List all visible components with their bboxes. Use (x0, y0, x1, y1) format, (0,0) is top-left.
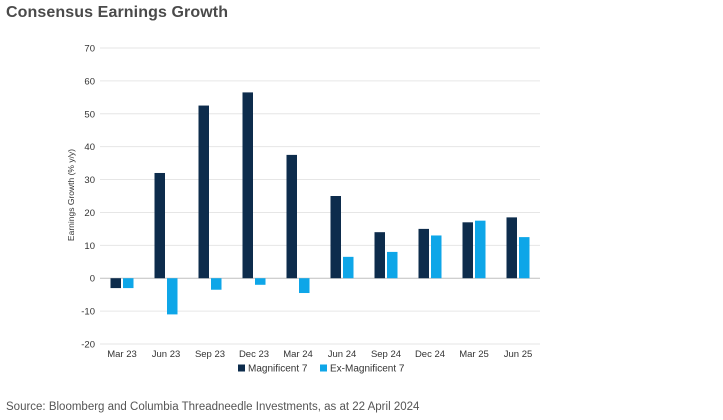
x-category-label: Jun 24 (328, 349, 357, 360)
chart-title: Consensus Earnings Growth (6, 4, 229, 21)
x-category-label: Dec 24 (415, 349, 445, 360)
source-note: Source: Bloomberg and Columbia Threadnee… (6, 401, 420, 413)
bar-ex-magnificent-7 (299, 278, 310, 294)
bar-magnificent-7 (154, 172, 165, 279)
bar-chart: 70 60 50 40 30 20 10 0 -10 -20 Mar 23 Jun 23 Sep 23… (66, 44, 540, 375)
bar-magnificent-7 (330, 196, 341, 279)
y-tick-label: -10 (81, 307, 95, 318)
y-axis-ticks: 70 60 50 40 30 20 10 0 -10 -20 (81, 44, 95, 351)
bar-ex-magnificent-7 (475, 220, 486, 279)
y-tick-label: 20 (84, 208, 95, 219)
y-tick-label: 60 (84, 76, 95, 87)
bar-magnificent-7 (418, 228, 429, 279)
grid-lines (100, 47, 540, 345)
y-tick-label: 0 (90, 274, 95, 285)
y-axis-label: Earnings Growth (% y/y) (66, 149, 76, 241)
x-category-label: Sep 23 (195, 349, 225, 360)
y-tick-label: -20 (81, 340, 95, 351)
legend-swatch (238, 364, 245, 372)
bar-magnificent-7 (506, 217, 517, 279)
x-category-label: Jun 25 (504, 349, 533, 360)
x-category-label: Dec 23 (239, 349, 269, 360)
y-tick-label: 40 (84, 142, 95, 153)
bar-ex-magnificent-7 (431, 235, 442, 279)
bar-magnificent-7 (242, 92, 253, 279)
x-category-label: Sep 24 (371, 349, 401, 360)
bar-ex-magnificent-7 (343, 256, 354, 279)
legend-label: Ex-Magnificent 7 (330, 364, 405, 375)
y-tick-label: 30 (84, 175, 95, 186)
bar-magnificent-7 (110, 278, 121, 289)
x-category-label: Jun 23 (152, 349, 181, 360)
bar-ex-magnificent-7 (519, 237, 530, 279)
bar-magnificent-7 (198, 105, 209, 279)
x-axis-categories: Mar 23 Jun 23 Sep 23 Dec 23 Mar 24 Jun 24 Sep … (107, 349, 532, 360)
bar-ex-magnificent-7 (387, 251, 398, 279)
bar-ex-magnificent-7 (123, 278, 134, 289)
x-category-label: Mar 24 (283, 349, 313, 360)
bar-magnificent-7 (374, 232, 385, 279)
bars (110, 92, 530, 315)
legend: Magnificent 7 Ex-Magnificent 7 (238, 364, 405, 375)
bar-magnificent-7 (462, 222, 473, 279)
x-category-label: Mar 23 (107, 349, 137, 360)
legend-label: Magnificent 7 (248, 364, 308, 375)
bar-ex-magnificent-7 (211, 278, 222, 290)
bar-magnificent-7 (286, 154, 297, 279)
x-category-label: Mar 25 (459, 349, 489, 360)
bar-ex-magnificent-7 (167, 278, 178, 315)
y-tick-label: 50 (84, 109, 95, 120)
bar-ex-magnificent-7 (255, 278, 266, 285)
y-tick-label: 70 (84, 44, 95, 55)
legend-swatch (320, 364, 327, 372)
y-tick-label: 10 (84, 241, 95, 252)
